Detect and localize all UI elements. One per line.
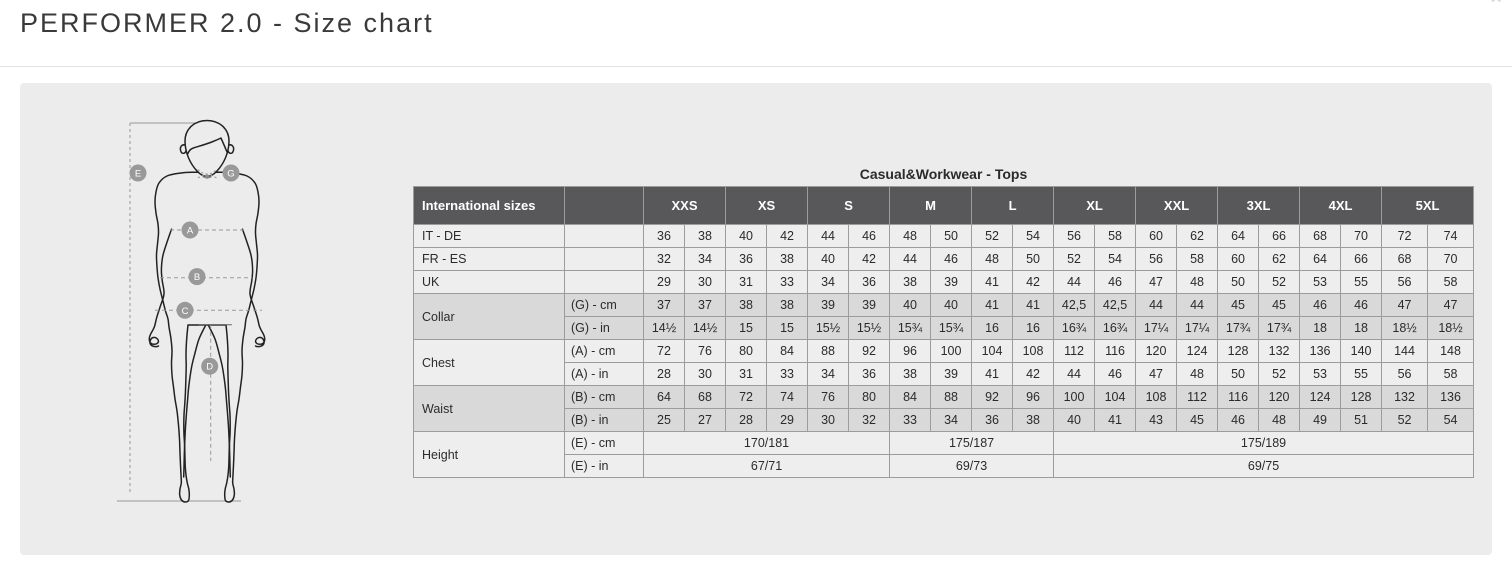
svg-text:C: C bbox=[182, 306, 189, 317]
svg-text:G: G bbox=[227, 169, 234, 180]
svg-text:B: B bbox=[194, 272, 200, 283]
svg-text:D: D bbox=[206, 362, 213, 373]
svg-text:A: A bbox=[187, 226, 194, 237]
svg-text:E: E bbox=[135, 169, 141, 180]
